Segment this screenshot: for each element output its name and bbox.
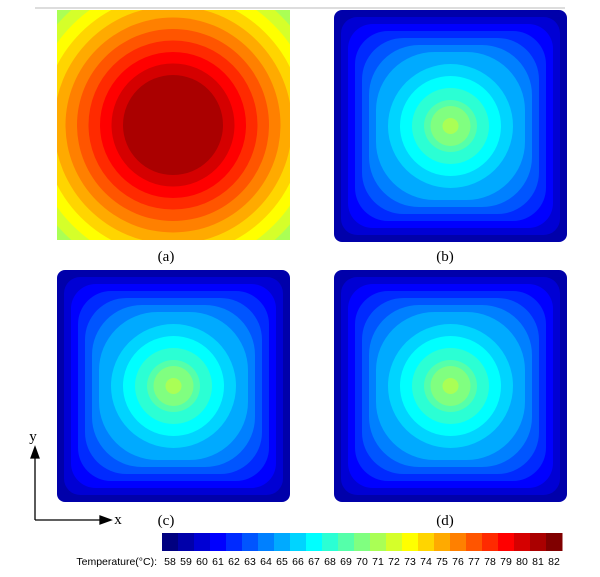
colorbar-tick-label: 66: [292, 556, 304, 568]
colorbar-swatch: [290, 533, 307, 551]
colorbar-swatch: [370, 533, 387, 551]
colorbar-tick-label: 72: [388, 556, 400, 568]
colorbar-tick-label: 60: [196, 556, 208, 568]
colorbar-tick-label: 59: [180, 556, 192, 568]
contour-panel: [334, 270, 567, 502]
panel-label: (c): [158, 513, 175, 529]
panel-label: (b): [436, 249, 454, 265]
y-axis-label: y: [29, 429, 37, 445]
contour-band: [165, 378, 182, 394]
panels: [57, 10, 567, 502]
colorbar-tick-label: 65: [276, 556, 288, 568]
colorbar-tick-label: 64: [260, 556, 272, 568]
colorbar-swatch: [530, 533, 547, 551]
colorbar-swatch: [402, 533, 419, 551]
colorbar-tick-label: 68: [324, 556, 336, 568]
contour-panel: [57, 270, 290, 502]
colorbar-swatch: [498, 533, 515, 551]
colorbar-tick-label: 73: [404, 556, 416, 568]
colorbar-tick-label: 80: [516, 556, 528, 568]
colorbar-tick-label: 74: [420, 556, 432, 568]
colorbar: 58 59 60 61 62 63 64 65 66 67 68 69 70 71 72 73 74 75 76 77…: [162, 533, 563, 568]
colorbar-tick-label: 71: [372, 556, 384, 568]
colorbar-swatch: [306, 533, 323, 551]
colorbar-swatch: [178, 533, 195, 551]
panel-label: (d): [436, 513, 454, 529]
colorbar-tick-label: 61: [212, 556, 224, 568]
panel-label: (a): [158, 249, 175, 265]
colorbar-label: Temperature(°C):: [76, 556, 157, 568]
colorbar-tick-label: 77: [468, 556, 480, 568]
colorbar-tick-label: 81: [532, 556, 544, 568]
colorbar-tick-label: 58: [164, 556, 176, 568]
colorbar-swatch: [322, 533, 339, 551]
colorbar-swatch: [210, 533, 227, 551]
colorbar-swatch: [514, 533, 531, 551]
colorbar-swatch: [386, 533, 403, 551]
axes-indicator: [30, 445, 113, 525]
colorbar-swatch: [226, 533, 243, 551]
colorbar-swatch: [242, 533, 259, 551]
x-axis-label: x: [114, 512, 122, 528]
contour-panel: [57, 10, 290, 240]
colorbar-swatch: [258, 533, 275, 551]
colorbar-swatch: [418, 533, 435, 551]
colorbar-tick-label: 70: [356, 556, 368, 568]
colorbar-tick-label: 62: [228, 556, 240, 568]
colorbar-tick-label: 67: [308, 556, 320, 568]
colorbar-tick-label: 79: [500, 556, 512, 568]
colorbar-tick-label: 69: [340, 556, 352, 568]
colorbar-tick-label: 78: [484, 556, 496, 568]
colorbar-tick-label: 76: [452, 556, 464, 568]
contour-band: [442, 378, 459, 394]
colorbar-swatch: [546, 533, 563, 551]
colorbar-swatch: [466, 533, 483, 551]
colorbar-swatch: [274, 533, 291, 551]
colorbar-swatch: [482, 533, 499, 551]
contour-band: [123, 75, 223, 175]
contour-panel: [334, 10, 567, 242]
contour-band: [442, 118, 459, 134]
colorbar-swatch: [162, 533, 179, 551]
colorbar-swatch: [354, 533, 371, 551]
colorbar-tick-label: 82: [548, 556, 560, 568]
colorbar-tick-label: 63: [244, 556, 256, 568]
colorbar-swatch: [434, 533, 451, 551]
colorbar-swatch: [338, 533, 355, 551]
colorbar-swatch: [450, 533, 467, 551]
colorbar-tick-label: 75: [436, 556, 448, 568]
colorbar-swatch: [194, 533, 211, 551]
